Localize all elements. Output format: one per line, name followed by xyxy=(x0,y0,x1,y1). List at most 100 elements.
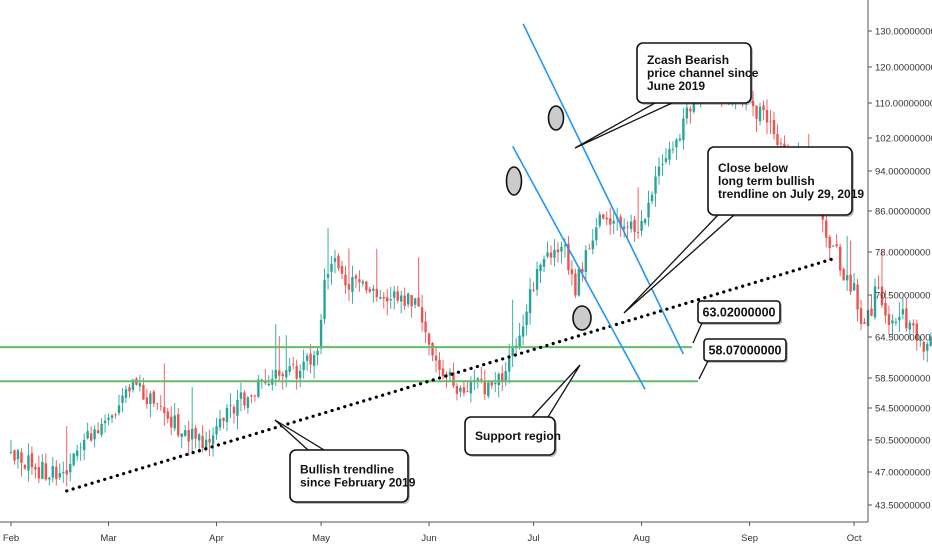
y-tick-label: 58.50000000 xyxy=(875,374,930,385)
candle-body xyxy=(281,374,284,377)
candle-body xyxy=(232,406,236,414)
candle-body xyxy=(190,428,194,440)
candle-body xyxy=(34,467,37,470)
candle-body xyxy=(751,101,755,107)
callout-text: Bullish trendline xyxy=(300,463,394,477)
candle-body xyxy=(243,392,246,406)
candle-body xyxy=(494,383,497,385)
label-leader xyxy=(692,322,703,344)
candle-body xyxy=(501,373,504,381)
x-tick-label: Oct xyxy=(847,533,862,544)
callout-pointer xyxy=(274,419,327,451)
candle-body xyxy=(222,417,225,422)
candle-body xyxy=(609,218,612,225)
candle-body xyxy=(528,289,532,314)
candle-body xyxy=(211,435,215,445)
candle-body xyxy=(424,321,427,333)
candle-body xyxy=(410,294,413,307)
trendlines-layer xyxy=(65,23,839,493)
candle-body xyxy=(194,428,197,439)
candle-body xyxy=(856,284,859,310)
candle-body xyxy=(765,110,769,123)
x-tick-label: Jun xyxy=(421,533,436,544)
candle-body xyxy=(65,470,68,475)
candle-body xyxy=(107,417,110,421)
touch-point-marker xyxy=(505,166,523,196)
candle-body xyxy=(887,314,891,326)
candle-body xyxy=(633,219,636,232)
candle-body xyxy=(159,405,163,407)
candle-body xyxy=(685,107,689,119)
candle-body xyxy=(183,430,187,436)
candle-body xyxy=(197,434,201,441)
candle-body xyxy=(246,397,250,408)
candle-body xyxy=(229,405,232,407)
candle-body xyxy=(859,308,863,324)
candle-body xyxy=(647,202,650,218)
candle-body xyxy=(919,339,922,341)
candle-body xyxy=(546,252,549,257)
candle-body xyxy=(257,379,260,397)
candle-body xyxy=(588,248,591,250)
candle-body xyxy=(96,430,100,434)
candle-body xyxy=(483,381,487,395)
candle-body xyxy=(828,236,831,248)
candle-body xyxy=(41,461,44,480)
y-tick-label: 54.50000000 xyxy=(875,404,930,415)
callout-text: price channel since xyxy=(647,66,759,80)
level-price-label: 58.07000000 xyxy=(698,338,788,380)
x-tick-label: Feb xyxy=(3,533,19,544)
candle-body xyxy=(312,355,316,366)
candle-body xyxy=(9,452,13,453)
y-tick-label: 130.00000000 xyxy=(875,27,932,38)
candle-body xyxy=(532,289,535,291)
candle-body xyxy=(180,433,183,437)
y-tick-label: 50.50000000 xyxy=(875,436,930,447)
x-tick-label: May xyxy=(312,533,330,544)
callout-pointer xyxy=(530,364,581,418)
candle-body xyxy=(689,108,692,112)
candle-body xyxy=(236,399,239,416)
x-tick-label: Aug xyxy=(633,533,650,544)
candle-body xyxy=(260,379,264,381)
candle-body xyxy=(877,287,880,289)
candle-body xyxy=(431,342,434,356)
callout-text: Zcash Bearish xyxy=(647,53,729,67)
candle-body xyxy=(521,326,525,337)
candle-body xyxy=(156,403,159,405)
candle-body xyxy=(110,415,114,419)
candle-body xyxy=(128,387,131,392)
candle-body xyxy=(908,322,912,330)
candle-body xyxy=(629,221,633,229)
candle-body xyxy=(58,473,61,478)
candle-body xyxy=(27,455,30,471)
candle-body xyxy=(375,288,379,298)
candle-body xyxy=(682,118,685,141)
candle-body xyxy=(351,277,354,292)
candle-body xyxy=(518,335,521,348)
callout-box xyxy=(707,146,853,216)
candle-body xyxy=(386,297,389,302)
candle-body xyxy=(215,426,218,435)
candle-body xyxy=(145,397,149,404)
candle-body xyxy=(459,387,462,392)
candle-body xyxy=(581,268,584,273)
candle-body xyxy=(779,143,783,145)
candle-body xyxy=(922,341,925,352)
candle-body xyxy=(539,264,542,272)
candle-body xyxy=(873,286,877,318)
candle-body xyxy=(142,384,145,400)
candle-body xyxy=(574,273,577,296)
candle-body xyxy=(831,245,835,247)
candle-body xyxy=(204,439,208,450)
candle-body xyxy=(114,414,117,416)
callout-text: June 2019 xyxy=(647,79,705,93)
candle-body xyxy=(602,214,605,219)
candle-body xyxy=(340,266,344,274)
y-tick-label: 43.50000000 xyxy=(875,501,930,512)
candle-body xyxy=(898,316,901,321)
level-value-text: 58.07000000 xyxy=(709,344,782,358)
candle-body xyxy=(319,319,323,349)
